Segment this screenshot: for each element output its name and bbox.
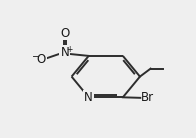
Text: O: O [37,53,46,66]
Text: Br: Br [141,91,154,104]
Text: N: N [60,46,69,59]
Text: N: N [84,91,93,104]
Text: −: − [32,52,40,62]
Text: +: + [66,45,72,54]
Text: O: O [60,26,69,39]
